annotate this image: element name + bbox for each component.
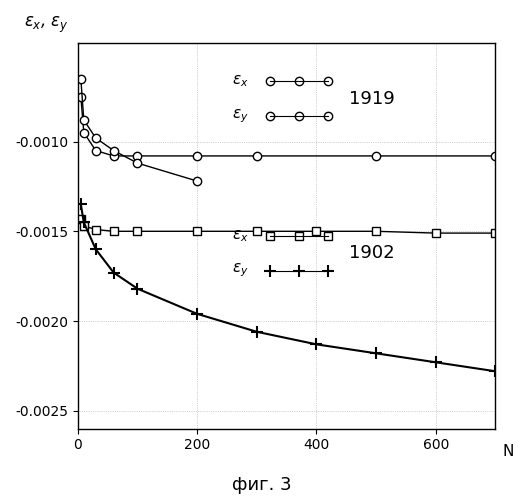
Text: $\varepsilon_x$: $\varepsilon_x$: [232, 228, 249, 244]
Text: фиг. 3: фиг. 3: [232, 476, 291, 494]
X-axis label: N: N: [502, 444, 514, 459]
Text: 1902: 1902: [349, 244, 395, 262]
Text: $\varepsilon_y$: $\varepsilon_y$: [232, 261, 249, 279]
Text: $\varepsilon_x$: $\varepsilon_x$: [232, 74, 249, 89]
Text: 1919: 1919: [349, 90, 395, 108]
Text: $\varepsilon_x$, $\varepsilon_y$: $\varepsilon_x$, $\varepsilon_y$: [24, 15, 69, 35]
Text: $\varepsilon_y$: $\varepsilon_y$: [232, 107, 249, 125]
